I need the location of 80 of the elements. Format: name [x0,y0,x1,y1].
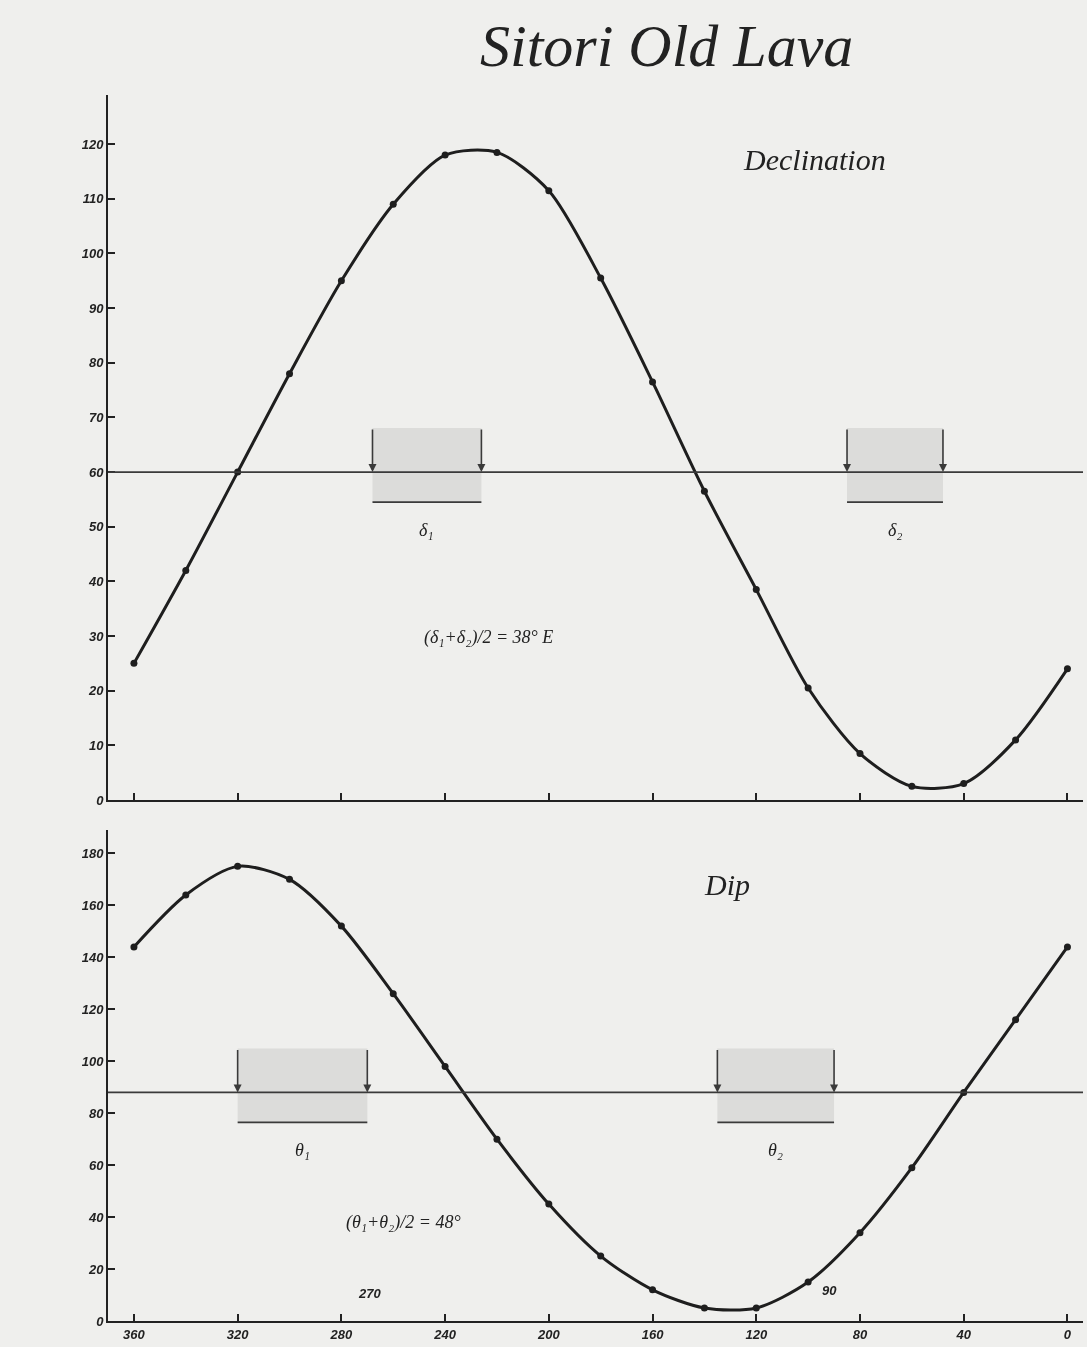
point [752,586,760,594]
x-tick-label: 80 [852,1326,868,1342]
y-tick-label: 120 [81,136,105,152]
x-tick-label: 200 [536,1326,561,1342]
point [804,684,812,692]
x-tick-label: 240 [433,1326,457,1342]
y-tick-label: 60 [88,1157,105,1173]
point [182,566,190,574]
point [649,1286,657,1294]
y-tick-label: 50 [88,519,105,535]
y-tick-label: 180 [81,845,105,861]
point [1063,943,1071,951]
annotation: (θ₁+θ₂)/2 = 48° [346,1212,461,1233]
annotation: 90 [822,1283,838,1298]
chart-title: Sitori Old Lava [480,13,854,79]
x-tick-label: 280 [329,1326,353,1342]
x-tick-label: 160 [641,1326,665,1342]
point [389,990,397,998]
y-tick-label: 20 [87,683,105,699]
y-tick-label: 0 [96,792,105,808]
annotation: (δ₁+δ₂)/2 = 38° E [424,627,554,648]
x-tick-label: 360 [123,1326,146,1342]
point [130,943,138,951]
y-tick-label: 60 [88,464,105,480]
band-label: θ₂ [768,1140,784,1160]
point [493,148,501,156]
point [234,862,242,870]
point [1012,736,1020,744]
y-tick-label: 100 [81,246,105,262]
point [389,200,397,208]
text: Dip [704,868,750,901]
point [597,1252,605,1260]
y-tick-label: 110 [82,191,105,207]
point [545,1200,553,1208]
point [649,378,657,386]
point [1063,665,1071,673]
point [286,875,294,883]
point [130,659,138,667]
y-tick-label: 10 [88,737,105,753]
point [804,1278,812,1286]
point [441,1062,449,1070]
x-tick-label: 0 [1063,1326,1072,1342]
point [182,891,190,899]
point [700,487,708,495]
point [1012,1016,1020,1024]
y-tick-label: 40 [87,573,105,589]
y-tick-label: 70 [88,409,105,425]
annotation: 270 [358,1286,382,1301]
point [752,1304,760,1312]
point [597,274,605,282]
y-tick-label: 80 [88,355,105,371]
x-tick-label: 120 [745,1326,768,1342]
point [337,277,345,285]
x-tick-label: 40 [955,1326,972,1342]
point [908,1164,916,1172]
point [856,1229,864,1237]
point [960,780,968,788]
point [337,922,345,930]
point [493,1135,501,1143]
band-label: θ₁ [295,1140,311,1160]
point [545,187,553,195]
y-tick-label: 20 [87,1261,105,1277]
y-tick-label: 80 [88,1105,105,1121]
point [908,782,916,790]
y-tick-label: 40 [87,1209,105,1225]
y-tick-label: 120 [81,1001,105,1017]
y-tick-label: 30 [88,628,105,644]
point [700,1304,708,1312]
point [441,151,449,159]
text: Declination [743,143,886,176]
y-tick-label: 0 [96,1313,105,1329]
x-tick-label: 320 [226,1326,250,1342]
y-tick-label: 100 [81,1053,105,1069]
point [286,370,294,378]
band-label: δ₂ [888,520,903,540]
point [856,750,864,758]
band-label: δ₁ [419,520,434,540]
y-tick-label: 90 [88,300,105,316]
y-tick-label: 160 [81,897,105,913]
y-tick-label: 140 [81,949,105,965]
